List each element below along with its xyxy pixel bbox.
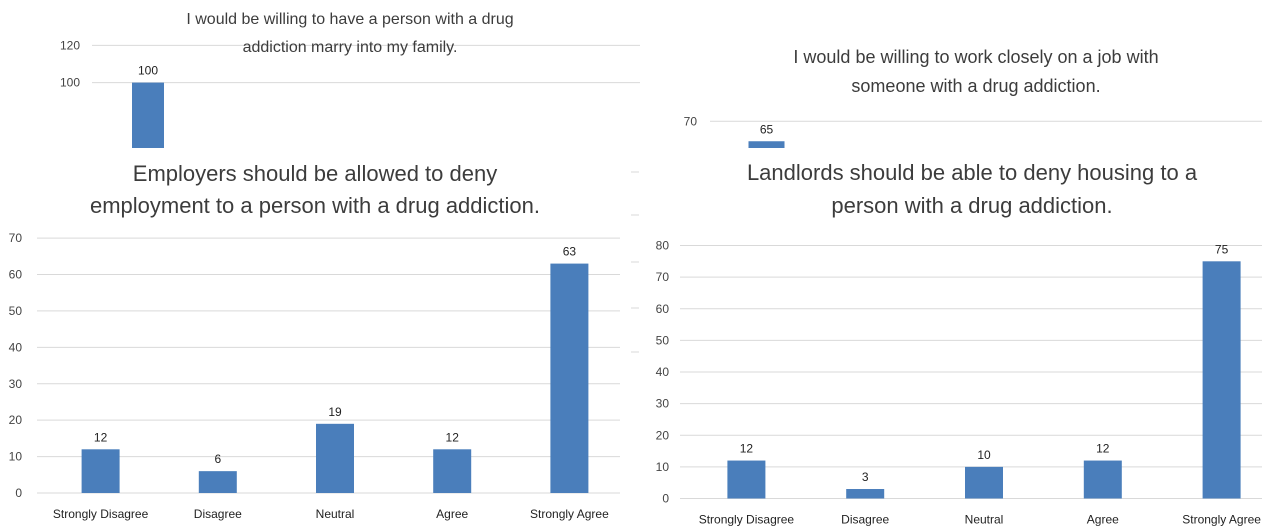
category-label: Neutral	[965, 513, 1004, 527]
chart-2: 70 65 I would be willing to work closely o…	[684, 47, 1262, 148]
chart-title-line: person with a drug addiction.	[831, 193, 1112, 218]
category-label: Neutral	[316, 507, 355, 521]
chart-title-line: I would be willing to have a person with…	[186, 11, 513, 28]
y-tick-label: 70	[656, 270, 670, 284]
data-label: 75	[1215, 242, 1229, 256]
y-tick-label: 0	[662, 492, 669, 506]
y-tick-label: 40	[9, 340, 23, 354]
chart-1: 100 120 100 I would be willing to have a pe…	[60, 11, 640, 148]
bar	[316, 423, 354, 493]
data-label: 12	[446, 430, 460, 444]
bar	[1083, 460, 1122, 499]
y-tick-label: 20	[656, 428, 670, 442]
category-label: Strongly Disagree	[699, 513, 795, 527]
bar	[132, 82, 164, 148]
category-label: Agree	[1087, 513, 1119, 527]
chart-3: 0 10 20 30 40 50 60 70 12 Strongly Disagree 6 Disag…	[0, 148, 640, 531]
bar	[1202, 261, 1241, 499]
bar	[550, 263, 589, 493]
bar	[748, 141, 785, 148]
data-label: 100	[138, 64, 158, 78]
y-tick-label: 30	[656, 397, 670, 411]
data-label: 3	[862, 470, 869, 484]
y-tick-label: 80	[656, 239, 670, 253]
data-label: 12	[94, 430, 108, 444]
category-label: Strongly Agree	[530, 507, 609, 521]
y-tick-label: 70	[684, 114, 698, 128]
y-tick-label: 100	[60, 76, 80, 90]
data-label: 6	[214, 452, 221, 466]
data-label: 65	[760, 122, 774, 136]
category-label: Agree	[436, 507, 468, 521]
data-label: 10	[977, 448, 991, 462]
y-tick-label: 120	[60, 38, 80, 52]
y-tick-label: 60	[9, 268, 23, 282]
y-tick-label: 30	[9, 377, 23, 391]
category-label: Strongly Disagree	[53, 507, 149, 521]
data-label: 12	[740, 442, 754, 456]
y-tick-label: 0	[15, 486, 22, 500]
y-tick-label: 10	[9, 450, 23, 464]
y-tick-label: 10	[656, 460, 670, 474]
chart-title-line: addiction marry into my family.	[243, 39, 458, 56]
chart-visible-region: 70 65	[684, 114, 1262, 148]
chart-title-line: Landlords should be able to deny housing…	[747, 160, 1198, 185]
chart-title-line: I would be willing to work closely on a …	[793, 47, 1158, 67]
bar	[198, 471, 237, 493]
bar	[965, 466, 1003, 499]
y-tick-label: 20	[9, 413, 23, 427]
bar	[727, 460, 766, 499]
bar	[433, 449, 472, 493]
bar	[81, 449, 120, 493]
data-label: 19	[328, 405, 342, 419]
chart-4: 0 10 20 30 40 50 60 70 80 12 Strongly Disagree 3 Dis…	[640, 148, 1277, 531]
bar	[846, 489, 885, 499]
y-tick-label: 70	[9, 231, 23, 245]
chart-visible-region: 100 120 100	[60, 38, 640, 148]
chart-title-line: Employers should be allowed to deny	[133, 161, 497, 186]
category-label: Disagree	[841, 513, 889, 527]
chart-title-line: someone with a drug addiction.	[851, 76, 1100, 96]
data-label: 63	[563, 245, 577, 259]
y-tick-label: 40	[656, 365, 670, 379]
y-tick-label: 50	[9, 304, 23, 318]
data-label: 12	[1096, 442, 1110, 456]
category-label: Disagree	[194, 507, 242, 521]
category-label: Strongly Agree	[1182, 513, 1261, 527]
chart-title-line: employment to a person with a drug addic…	[90, 193, 540, 218]
y-tick-label: 50	[656, 333, 670, 347]
y-tick-label: 60	[656, 302, 670, 316]
